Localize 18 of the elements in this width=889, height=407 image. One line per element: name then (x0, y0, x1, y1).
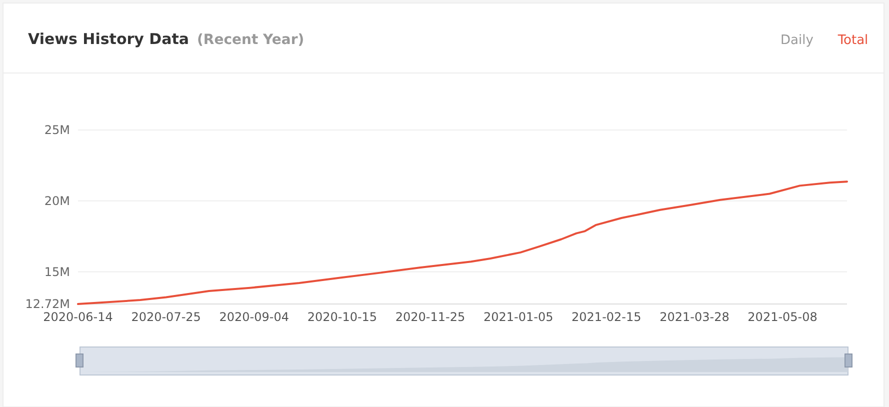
y-tick-label: 15M (44, 264, 70, 279)
x-tick-label: 2020-09-04 (219, 310, 290, 324)
x-tick-label: 2020-11-25 (395, 310, 466, 324)
chart-title: Views History Data (28, 30, 190, 48)
y-tick-label: 25M (44, 123, 70, 138)
x-tick-label: 2020-06-14 (43, 310, 113, 324)
y-tick-label: 20M (44, 194, 70, 208)
x-tick-label: 2020-07-25 (131, 310, 201, 324)
chart-subtitle: (Recent Year) (197, 32, 304, 48)
x-tick-label: 2021-05-08 (748, 310, 818, 324)
x-tick-label: 2021-03-28 (660, 310, 730, 324)
text: Total (836, 33, 868, 48)
x-tick-label: 2020-10-15 (307, 310, 378, 324)
text: Daily (780, 33, 814, 48)
line-series (77, 180, 848, 305)
y-tick-label: 12.72M (25, 297, 70, 312)
x-tick-label: 2021-01-05 (483, 310, 554, 324)
x-tick-label: 2021-02-15 (572, 310, 642, 324)
